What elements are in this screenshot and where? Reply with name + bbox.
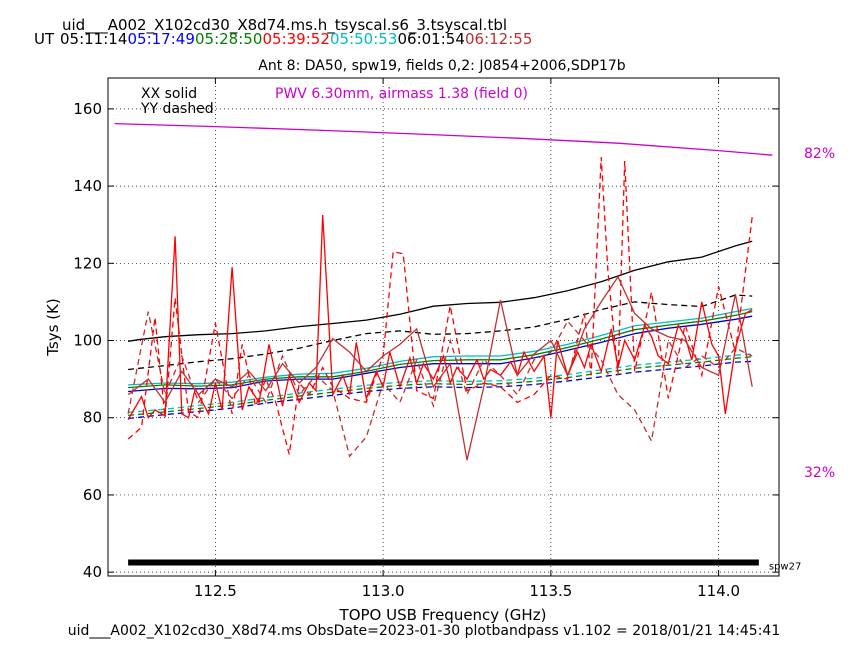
y-axis-label: Tsys (K) [44, 298, 62, 357]
series-line-0 [114, 122, 773, 156]
series-line-4 [128, 310, 753, 389]
series-line-9 [127, 214, 753, 421]
chart-title: Ant 8: DA50, spw19, fields 0,2: J0854+20… [258, 58, 626, 74]
y-tick-label: 80 [83, 409, 102, 427]
ut-time-5: 06:01:54 [398, 30, 465, 48]
ut-time-2: 05:28:50 [195, 30, 262, 48]
x-axis-label: TOPO USB Frequency (GHz) [339, 606, 547, 624]
grid-lines [108, 78, 779, 576]
y-tick-label: 160 [73, 100, 102, 118]
footer-info: uid___A002_X102cd30_X8d74.ms ObsDate=202… [68, 623, 780, 639]
y-tick-label: 40 [83, 563, 102, 581]
x-tick-label: 113.5 [529, 582, 572, 600]
axes: 112.5 113.0 113.5 114.0 40 60 80 100 120 140 160 [73, 78, 779, 600]
right-label-82: 82% [804, 146, 835, 162]
ut-time-3: 05:39:52 [263, 30, 330, 48]
series-line-6 [128, 360, 753, 420]
ut-time-1: 05:17:49 [128, 30, 195, 48]
ut-time-0: 05:11:14 [60, 30, 127, 48]
data-series: spw27 [114, 122, 801, 572]
y-tick-label: 60 [83, 486, 102, 504]
y-tick-label: 100 [73, 332, 102, 350]
series-line-2 [128, 294, 753, 371]
x-tick-label: 114.0 [697, 582, 740, 600]
plot-area [108, 78, 779, 576]
series-line-1 [127, 240, 753, 342]
plot-border [107, 77, 780, 577]
y-tick-label: 120 [73, 254, 102, 272]
header-filename: uid___A002_X102cd30_X8d74.ms.h_tsyscal.s… [62, 16, 507, 35]
right-label-32: 32% [804, 465, 835, 481]
ut-time-6: 06:12:55 [465, 30, 532, 48]
series-line-12 [127, 311, 753, 458]
x-tick-label: 113.0 [362, 582, 405, 600]
ut-time-4: 05:50:53 [330, 30, 397, 48]
series-line-11 [127, 275, 753, 461]
legend-xx-solid: XX solid [141, 86, 197, 102]
pwv-annotation: PWV 6.30mm, airmass 1.38 (field 0) [275, 86, 528, 102]
header-ut-label: UT [34, 30, 55, 48]
header-ut-times: 05:11:14 05:17:49 05:28:50 05:39:52 05:50:53… [60, 30, 532, 48]
y-tick-label: 140 [73, 177, 102, 195]
x-tick-label: 112.5 [194, 582, 237, 600]
legend-yy-dashed: YY dashed [140, 101, 214, 117]
spw-bar-label: spw27 [769, 561, 801, 572]
